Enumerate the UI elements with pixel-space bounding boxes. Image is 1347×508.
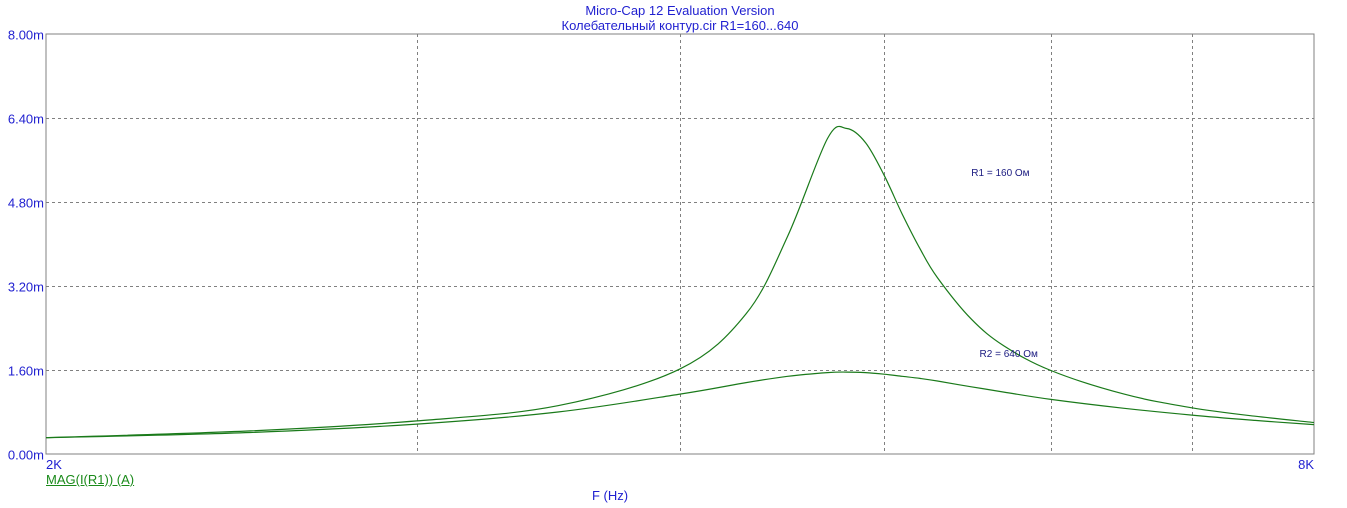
- y-tick-label: 8.00m: [8, 28, 44, 43]
- y-tick-label: 6.40m: [8, 112, 44, 127]
- y-tick-label: 4.80m: [8, 196, 44, 211]
- chart-subtitle: Колебательный контур.cir R1=160...640: [561, 18, 799, 33]
- chart-title: Micro-Cap 12 Evaluation Version: [585, 3, 775, 18]
- curve-annotation-1: R1 = 160 Ом: [971, 168, 1029, 179]
- curve-annotation-2: R2 = 640 Ом: [980, 349, 1038, 360]
- y-tick-label: 3.20m: [8, 280, 44, 295]
- y-tick-label: 1.60m: [8, 364, 44, 379]
- x-tick-label: 2K: [46, 457, 62, 472]
- x-tick-label: 8K: [1298, 457, 1314, 472]
- y-tick-label: 0.00m: [8, 448, 44, 463]
- series-line-1: [45, 125, 1315, 439]
- series-line-2: [45, 371, 1315, 439]
- x-axis-label: F (Hz): [592, 488, 629, 503]
- legend-label[interactable]: MAG(I(R1)) (A): [46, 472, 135, 487]
